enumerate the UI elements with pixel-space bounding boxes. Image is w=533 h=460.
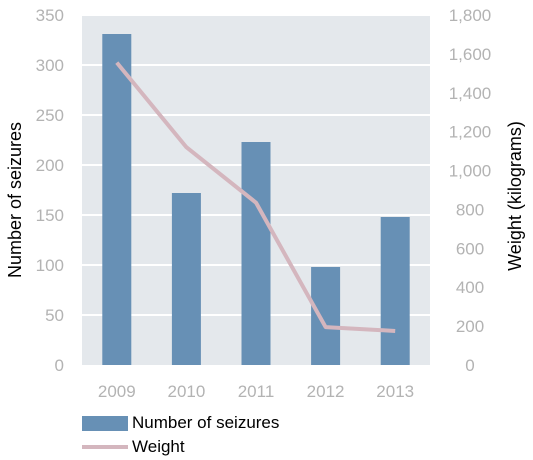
- chart: 0 50 100 150 200 250 300 350 0 200 400 600 800 1,000…: [5, 6, 525, 401]
- bar-series: [102, 34, 410, 365]
- legend: Number of seizures Weight: [82, 412, 279, 460]
- left-tick-label: 300: [36, 56, 64, 75]
- left-tick-label: 0: [55, 356, 64, 375]
- line-series: [115, 61, 396, 333]
- x-axis-ticks: 2009 2010 2011 2012 2013: [98, 382, 414, 401]
- x-tick-label: 2009: [98, 382, 136, 401]
- bar: [380, 217, 410, 365]
- right-tick-label: 1,200: [449, 123, 492, 142]
- x-tick-label: 2010: [167, 382, 205, 401]
- bar: [171, 193, 201, 365]
- left-axis-title: Number of seizures: [5, 122, 25, 278]
- bar: [311, 267, 341, 365]
- x-tick-label: 2012: [307, 382, 345, 401]
- left-tick-label: 100: [36, 256, 64, 275]
- right-tick-label: 1,600: [449, 45, 492, 64]
- right-tick-label: 200: [456, 317, 484, 336]
- x-tick-label: 2011: [238, 382, 275, 401]
- right-axis-ticks: 0 200 400 600 800 1,000 1,200 1,400 1,600 1,800: [449, 6, 492, 375]
- weight-line: [115, 61, 396, 333]
- legend-swatch-line: [82, 445, 128, 449]
- right-tick-label: 400: [456, 278, 484, 297]
- right-tick-label: 600: [456, 239, 484, 258]
- right-tick-label: 1,400: [449, 84, 492, 103]
- right-axis-title: Weight (kilograms): [505, 121, 525, 271]
- right-tick-label: 1,800: [449, 6, 492, 25]
- right-tick-label: 800: [456, 200, 484, 219]
- legend-label-line: Weight: [132, 437, 185, 456]
- left-axis-ticks: 0 50 100 150 200 250 300 350: [36, 6, 64, 375]
- left-tick-label: 150: [36, 206, 64, 225]
- right-tick-label: 0: [465, 356, 474, 375]
- bar: [102, 34, 132, 365]
- left-tick-label: 350: [36, 6, 64, 25]
- legend-item-line: Weight: [82, 436, 279, 458]
- legend-item-bars: Number of seizures: [82, 412, 279, 434]
- right-tick-label: 1,000: [449, 162, 492, 181]
- left-tick-label: 50: [45, 306, 64, 325]
- left-tick-label: 250: [36, 106, 64, 125]
- left-tick-label: 200: [36, 156, 64, 175]
- x-tick-label: 2013: [376, 382, 414, 401]
- legend-swatch-bar: [82, 415, 128, 431]
- legend-label-bars: Number of seizures: [132, 413, 280, 432]
- bar: [241, 142, 271, 365]
